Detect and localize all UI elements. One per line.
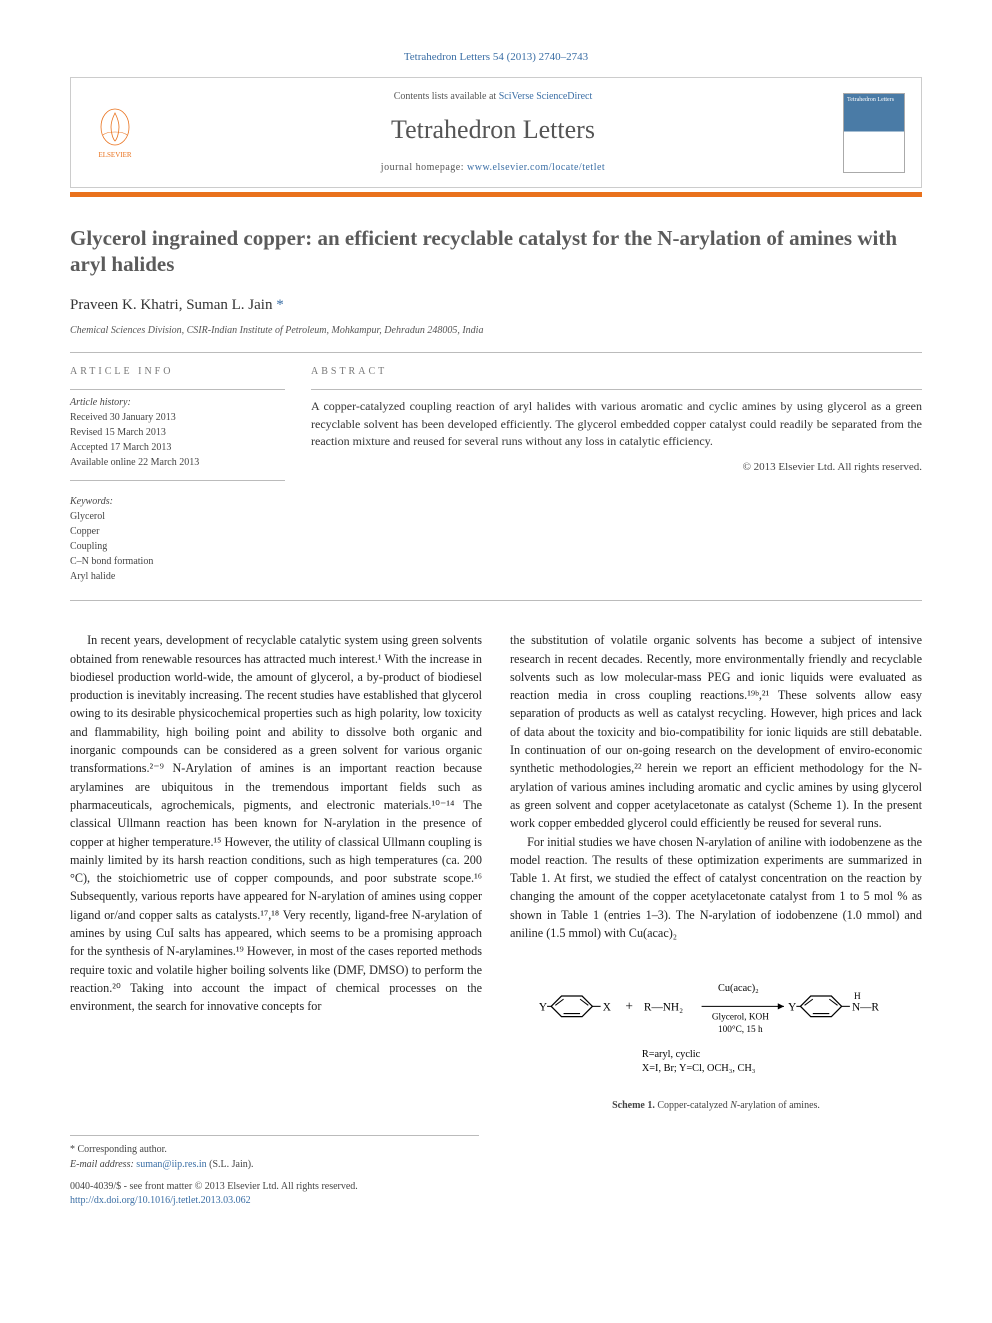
scheme-svg: Y X + R—NH₂ Cu(acac)₂ Glycerol, KOH 100°…: [510, 960, 922, 1084]
author-1: Praveen K. Khatri: [70, 297, 179, 313]
kw-1: Glycerol: [70, 509, 285, 524]
body-para-3: For initial studies we have chosen N-ary…: [510, 833, 922, 943]
sciencedirect-link[interactable]: SciVerse ScienceDirect: [499, 91, 593, 102]
journal-name: Tetrahedron Letters: [143, 112, 843, 148]
scheme-Y1: Y: [539, 1002, 547, 1014]
col-right: the substitution of volatile organic sol…: [510, 631, 922, 1113]
author-2: Suman L. Jain: [186, 297, 272, 313]
article-title: Glycerol ingrained copper: an efficient …: [70, 225, 922, 278]
body-para-1: In recent years, development of recyclab…: [70, 631, 482, 1015]
scheme-catalyst: Cu(acac)₂: [718, 983, 759, 994]
info-row: ARTICLE INFO Article history: Received 3…: [70, 353, 922, 600]
abstract-block: ABSTRACT A copper-catalyzed coupling rea…: [311, 365, 922, 584]
elsevier-logo: ELSEVIER: [87, 101, 143, 165]
footer-row: 0040-4039/$ - see front matter © 2013 El…: [70, 1180, 922, 1208]
scheme-caption: Scheme 1. Scheme 1. Copper-catalyzed N-a…: [510, 1099, 922, 1113]
cover-title: Tetrahedron Letters: [847, 97, 901, 104]
kw-2: Copper: [70, 524, 285, 539]
scheme-NR: N—R: [852, 1002, 879, 1014]
footer-doi: http://dx.doi.org/10.1016/j.tetlet.2013.…: [70, 1194, 358, 1208]
corresponding-note: * Corresponding author.: [70, 1142, 479, 1157]
footer-copyright: 0040-4039/$ - see front matter © 2013 El…: [70, 1180, 358, 1194]
footnotes: * Corresponding author. E-mail address: …: [70, 1135, 479, 1172]
header-center: Contents lists available at SciVerse Sci…: [143, 90, 843, 174]
scheme-temp: 100°C, 15 h: [718, 1025, 763, 1035]
email-link[interactable]: suman@iip.res.in: [136, 1159, 206, 1170]
contents-prefix: Contents lists available at: [394, 91, 499, 102]
col-left: In recent years, development of recyclab…: [70, 631, 482, 1113]
received: Received 30 January 2013: [70, 410, 285, 425]
abstract-text: A copper-catalyzed coupling reaction of …: [311, 398, 922, 450]
doi-link[interactable]: 10.1016/j.tetlet.2013.03.062: [138, 1195, 251, 1206]
accent-bar: [70, 192, 922, 197]
info-divider-2: [70, 480, 285, 481]
authors: Praveen K. Khatri, Suman L. Jain *: [70, 295, 922, 316]
scheme-Y2: Y: [788, 1002, 796, 1014]
scheme-H: H: [854, 992, 861, 1002]
journal-header: ELSEVIER Contents lists available at Sci…: [70, 77, 922, 187]
body-para-2: the substitution of volatile organic sol…: [510, 631, 922, 832]
scheme-sub1: R=aryl, cyclic: [642, 1049, 701, 1060]
scheme-solvent: Glycerol, KOH: [712, 1013, 769, 1023]
abstract-copyright: © 2013 Elsevier Ltd. All rights reserved…: [311, 460, 922, 475]
scheme-X: X: [603, 1002, 611, 1014]
scheme-plus: +: [625, 999, 633, 1014]
article-info-head: ARTICLE INFO: [70, 365, 285, 379]
corresponding-marker-link[interactable]: *: [276, 297, 284, 313]
scheme-1: Y X + R—NH₂ Cu(acac)₂ Glycerol, KOH 100°…: [510, 960, 922, 1113]
article-info-block: ARTICLE INFO Article history: Received 3…: [70, 365, 285, 584]
contents-available: Contents lists available at SciVerse Sci…: [143, 90, 843, 104]
body-columns: In recent years, development of recyclab…: [70, 631, 922, 1113]
homepage-line: journal homepage: www.elsevier.com/locat…: [143, 161, 843, 175]
history-label: Article history:: [70, 396, 285, 410]
scheme-RNH2: R—NH₂: [644, 1002, 683, 1014]
kw-5: Aryl halide: [70, 569, 285, 584]
kw-4: C–N bond formation: [70, 554, 285, 569]
email-line: E-mail address: suman@iip.res.in (S.L. J…: [70, 1157, 479, 1172]
affiliation: Chemical Sciences Division, CSIR-Indian …: [70, 324, 922, 338]
cover-thumbnail: Tetrahedron Letters: [843, 93, 905, 173]
homepage-link[interactable]: www.elsevier.com/locate/tetlet: [467, 162, 605, 173]
email-label: E-mail address:: [70, 1159, 136, 1170]
accepted: Accepted 17 March 2013: [70, 440, 285, 455]
email-suffix: (S.L. Jain).: [207, 1159, 254, 1170]
kw-3: Coupling: [70, 539, 285, 554]
scheme-sub2: X=I, Br; Y=Cl, OCH₃, CH₃: [642, 1064, 756, 1075]
online: Available online 22 March 2013: [70, 455, 285, 470]
citation: Tetrahedron Letters 54 (2013) 2740–2743: [70, 50, 922, 65]
publisher-name: ELSEVIER: [98, 151, 131, 161]
doi-prefix-link[interactable]: http://dx.doi.org/: [70, 1195, 138, 1206]
homepage-prefix: journal homepage:: [381, 162, 467, 173]
revised: Revised 15 March 2013: [70, 425, 285, 440]
keywords-label: Keywords:: [70, 495, 285, 509]
abstract-head: ABSTRACT: [311, 365, 922, 379]
divider-bottom: [70, 600, 922, 601]
